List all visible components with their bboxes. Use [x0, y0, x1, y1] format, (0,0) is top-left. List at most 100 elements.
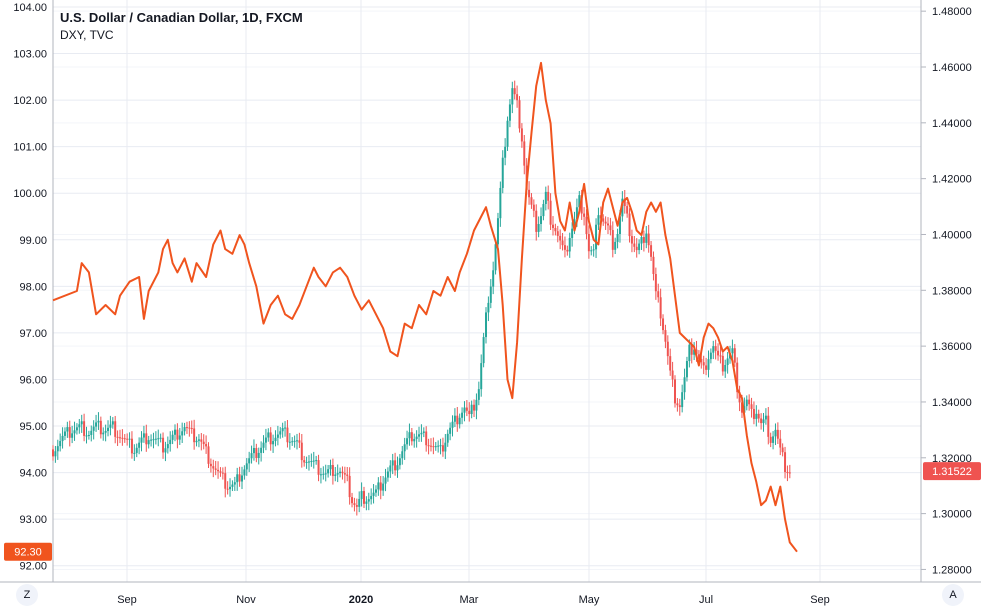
usdcad-candle-body: [700, 358, 703, 363]
left-axis-tick-label: 94.00: [19, 468, 47, 480]
usdcad-candle-body: [738, 392, 741, 403]
usdcad-candle-body: [640, 237, 643, 244]
usdcad-candle-body: [669, 356, 672, 371]
x-axis-tick-label: Sep: [117, 594, 137, 606]
usdcad-candle-body: [164, 448, 167, 453]
usdcad-candle-body: [712, 346, 715, 353]
usdcad-candle-body: [312, 460, 315, 462]
right-axis-tick-label: 1.34000: [932, 397, 972, 409]
usdcad-candle-body: [513, 88, 516, 95]
usdcad-candle-body: [238, 474, 241, 482]
usdcad-candle-body: [66, 427, 69, 432]
usdcad-candle-body: [702, 362, 705, 366]
usdcad-candle-body: [556, 231, 559, 236]
dxy-last-value-label: 92.30: [14, 547, 42, 559]
usdcad-candle-body: [752, 408, 755, 419]
usdcad-candle-body: [305, 461, 308, 463]
usdcad-candle-body: [95, 422, 98, 427]
usdcad-candle-body: [736, 362, 739, 393]
usdcad-candle-body: [439, 445, 442, 447]
usdcad-candle-body: [693, 349, 696, 355]
usdcad-candle-body: [688, 344, 691, 362]
usdcad-candle-body: [403, 444, 406, 452]
usdcad-candle-body: [396, 465, 399, 471]
x-axis-tick-label: Sep: [810, 594, 830, 606]
usdcad-candle-body: [776, 429, 779, 439]
usdcad-candle-body: [760, 418, 763, 424]
usdcad-candle-body: [714, 346, 717, 351]
usdcad-candle-body: [152, 439, 155, 441]
usdcad-candle-body: [767, 415, 770, 437]
usdcad-candle-body: [279, 431, 282, 435]
usdcad-candle-body: [224, 473, 227, 489]
usdcad-candle-body: [303, 460, 306, 463]
usdcad-candle-body: [370, 495, 373, 500]
usdcad-candle-body: [597, 215, 600, 225]
usdcad-candle-body: [104, 431, 107, 433]
usdcad-candle-body: [530, 197, 533, 205]
usdcad-candle-body: [123, 438, 126, 440]
usdcad-candle-body: [138, 442, 141, 448]
usdcad-candle-body: [329, 464, 332, 470]
right-axis-tick-label: 1.30000: [932, 509, 972, 521]
usdcad-candle-body: [523, 141, 526, 166]
usdcad-candle-body: [630, 236, 633, 244]
usdcad-candle-body: [535, 210, 538, 232]
usdcad-candle-body: [453, 415, 456, 422]
usdcad-candle-body: [786, 471, 789, 473]
usdcad-candle-body: [465, 407, 468, 411]
left-axis-tick-label: 104.00: [13, 2, 47, 14]
usdcad-candle-body: [583, 213, 586, 217]
usdcad-candle-body: [379, 482, 382, 491]
usdcad-candle-body: [317, 460, 320, 475]
usdcad-candle-body: [659, 297, 662, 319]
usdcad-candle-body: [377, 482, 380, 490]
usdcad-candle-body: [683, 377, 686, 393]
usdcad-candle-body: [200, 439, 203, 442]
usdcad-candle-body: [568, 237, 571, 252]
usdcad-candle-body: [532, 204, 535, 211]
usdcad-candle-body: [365, 501, 368, 504]
usdcad-candle-body: [346, 474, 349, 476]
usdcad-candle-body: [197, 439, 200, 441]
usdcad-candle-body: [642, 237, 645, 243]
usdcad-candle-body: [257, 452, 260, 459]
usdcad-candle-body: [587, 234, 590, 252]
usdcad-candle-body: [427, 445, 430, 447]
usdcad-candle-body: [97, 420, 100, 423]
usdcad-candle-body: [420, 432, 423, 435]
usdcad-candle-body: [750, 404, 753, 409]
usdcad-candle-body: [52, 449, 54, 457]
usdcad-candle-body: [78, 424, 81, 428]
timezone-button[interactable]: Z: [16, 584, 38, 606]
usdcad-candle-body: [408, 432, 411, 439]
usdcad-candle-body: [130, 438, 133, 454]
left-axis-tick-label: 103.00: [13, 49, 47, 61]
dxy-line: [52, 61, 798, 553]
usdcad-candle-body: [56, 446, 59, 452]
left-axis-tick-label: 99.00: [19, 235, 47, 247]
usdcad-candle-body: [740, 402, 743, 413]
usdcad-candle-body: [59, 441, 62, 447]
usdcad-candle-body: [415, 436, 418, 439]
usdcad-candle-body: [434, 446, 437, 448]
usdcad-candle-body: [697, 354, 700, 359]
usdcad-candle-body: [566, 249, 569, 252]
usdcad-candle-body: [463, 407, 466, 413]
usdcad-candle-body: [145, 433, 148, 445]
usdcad-candle-body: [451, 421, 454, 428]
right-axis-tick-label: 1.42000: [932, 174, 972, 186]
usdcad-candle-body: [188, 427, 191, 429]
usdcad-candle-body: [542, 204, 545, 217]
usdcad-candle-body: [477, 389, 480, 400]
auto-scale-button[interactable]: A: [942, 584, 964, 606]
usdcad-candle-body: [461, 412, 464, 418]
usdcad-candle-body: [150, 439, 153, 441]
usdcad-candle-body: [102, 432, 105, 435]
usdcad-candle-body: [360, 491, 363, 499]
usdcad-candle-body: [748, 399, 751, 405]
usdcad-candle-body: [726, 358, 729, 365]
chart-subtitle: DXY, TVC: [60, 28, 114, 42]
usdcad-candle-body: [116, 436, 119, 438]
